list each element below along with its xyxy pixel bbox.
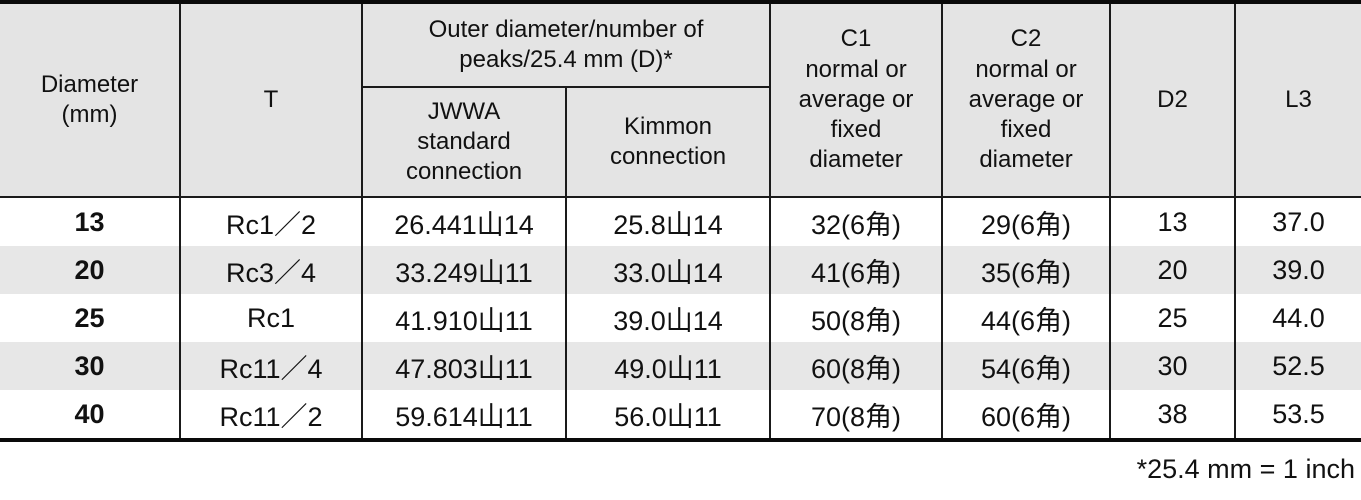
table-cell: 29(6角)	[941, 197, 1111, 246]
table-cell: 70(8角)	[769, 390, 943, 440]
table-cell: 13	[1109, 197, 1236, 246]
table-cell: Rc11／4	[179, 342, 362, 390]
table-cell: 38	[1109, 390, 1236, 440]
table-cell: Rc1／2	[179, 197, 362, 246]
table-cell: 25	[1109, 294, 1236, 342]
header-jwwa-connection: JWWA standard connection	[361, 87, 566, 197]
table-cell: 53.5	[1234, 390, 1361, 440]
table-cell: 50(8角)	[769, 294, 943, 342]
table-row: 13 Rc1／2 26.441山14 25.8山14 32(6角) 29(6角) 13 37.…	[0, 197, 1361, 246]
table-cell: 39.0	[1234, 246, 1361, 294]
table-body: 13 Rc1／2 26.441山14 25.8山14 32(6角) 29(6角) 13 37.…	[0, 197, 1361, 440]
table-cell: 20	[74, 254, 105, 285]
table-cell: 41.910山11	[361, 294, 566, 342]
table-cell: 60(6角)	[941, 390, 1111, 440]
table-cell: 35(6角)	[941, 246, 1111, 294]
table-cell: Rc11／2	[179, 390, 362, 440]
table-cell: 44(6角)	[941, 294, 1111, 342]
table-cell: 25	[74, 302, 105, 333]
header-t: T	[179, 2, 362, 197]
table-cell: 30	[1109, 342, 1236, 390]
header-diameter: Diameter (mm)	[0, 2, 180, 197]
table-cell: 32(6角)	[769, 197, 943, 246]
table-row: 40 Rc11／2 59.614山11 56.0山11 70(8角) 60(6角) 38 53…	[0, 390, 1361, 440]
table-cell: 49.0山11	[564, 342, 771, 390]
header-kimmon-connection: Kimmon connection	[564, 87, 771, 197]
table-cell: 59.614山11	[361, 390, 566, 440]
table-cell: 40	[74, 398, 105, 429]
table-cell: 60(8角)	[769, 342, 943, 390]
table-cell: 39.0山14	[564, 294, 771, 342]
header-c1: C1 normal or average or fixed diameter	[769, 2, 943, 197]
footnote: *25.4 mm = 1 inch	[1136, 454, 1355, 484]
table-cell: 52.5	[1234, 342, 1361, 390]
table-row: 30 Rc11／4 47.803山11 49.0山11 60(8角) 54(6角) 30 52…	[0, 342, 1361, 390]
table-cell: 13	[74, 206, 105, 237]
table-row: 25 Rc1 41.910山11 39.0山14 50(8角) 44(6角) 25 44.0	[0, 294, 1361, 342]
header-d2: D2	[1109, 2, 1236, 197]
table-cell: 56.0山11	[564, 390, 771, 440]
table-cell: 37.0	[1234, 197, 1361, 246]
table-row: 20 Rc3／4 33.249山11 33.0山14 41(6角) 35(6角) 20 39.…	[0, 246, 1361, 294]
header-c2: C2 normal or average or fixed diameter	[941, 2, 1111, 197]
table-cell: 20	[1109, 246, 1236, 294]
header-outer-diameter-group: Outer diameter/number of peaks/25.4 mm (…	[360, 2, 771, 88]
table-cell: 30	[74, 350, 105, 381]
header-row-sub: JWWA standard connection Kimmon connecti…	[0, 87, 1361, 197]
table-cell: 54(6角)	[941, 342, 1111, 390]
header-l3: L3	[1234, 2, 1361, 197]
spec-table: Diameter (mm) T Outer diameter/number of…	[0, 0, 1361, 442]
table-cell: 33.0山14	[564, 246, 771, 294]
table-cell: Rc1	[179, 294, 362, 342]
table-cell: 44.0	[1234, 294, 1361, 342]
header-row-top: Diameter (mm) T Outer diameter/number of…	[0, 2, 1361, 197]
table-cell: 47.803山11	[361, 342, 566, 390]
table-cell: Rc3／4	[179, 246, 362, 294]
table-cell: 33.249山11	[361, 246, 566, 294]
table-header: Diameter (mm) T Outer diameter/number of…	[0, 2, 1361, 197]
table-cell: 26.441山14	[361, 197, 566, 246]
table-cell: 25.8山14	[564, 197, 771, 246]
table-cell: 41(6角)	[769, 246, 943, 294]
